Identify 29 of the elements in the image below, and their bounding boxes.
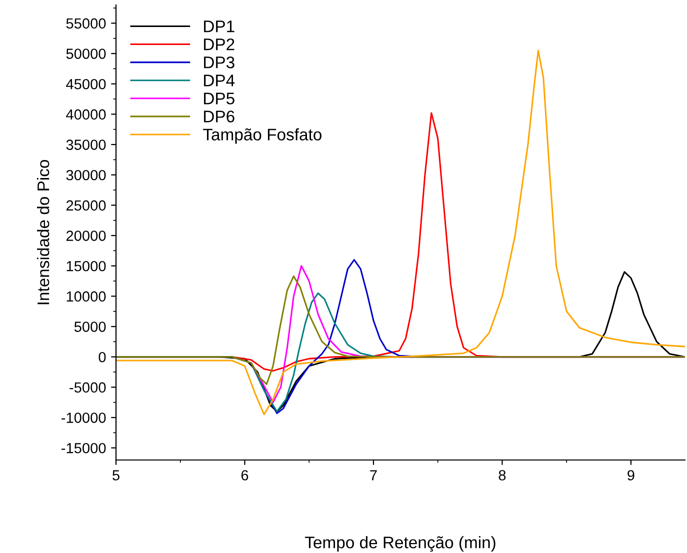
y-tick-label: 25000 <box>66 200 106 211</box>
y-tick-label: 40000 <box>66 109 106 120</box>
legend-label: Tampão Fosfato <box>203 128 322 144</box>
legend-label: DP4 <box>204 74 235 86</box>
y-tick-label: -10000 <box>62 412 106 423</box>
y-tick-label: -15000 <box>62 442 106 454</box>
legend-label: DP3 <box>204 56 234 68</box>
y-tick-label: 45000 <box>66 78 106 90</box>
x-tick-label: 8 <box>498 470 506 480</box>
y-tick-label: 50000 <box>66 48 106 59</box>
y-tick-label: 15000 <box>66 260 106 272</box>
legend-label: DP2 <box>204 38 234 50</box>
x-tick-label: 7 <box>370 470 377 480</box>
x-tick-label: 5 <box>112 470 120 480</box>
y-tick-label: 20000 <box>66 230 106 241</box>
y-tick-label: 5000 <box>74 322 106 332</box>
y-tick-label: -5000 <box>70 382 106 393</box>
y-tick-label: 55000 <box>66 18 106 29</box>
x-tick-label: 6 <box>241 470 248 480</box>
x-axis-title: Tempo de Retenção (min) <box>305 536 496 552</box>
y-axis-title: Intensidade do Pico <box>37 160 50 304</box>
legend-label: DP6 <box>204 110 234 122</box>
legend-label: DP1 <box>204 20 234 32</box>
y-tick-label: 30000 <box>66 170 106 180</box>
y-tick-label: 0 <box>98 352 106 362</box>
legend-label: DP5 <box>204 92 234 104</box>
y-tick-label: 35000 <box>66 140 106 150</box>
y-tick-label: 10000 <box>66 291 106 302</box>
x-tick-label: 9 <box>628 470 634 480</box>
